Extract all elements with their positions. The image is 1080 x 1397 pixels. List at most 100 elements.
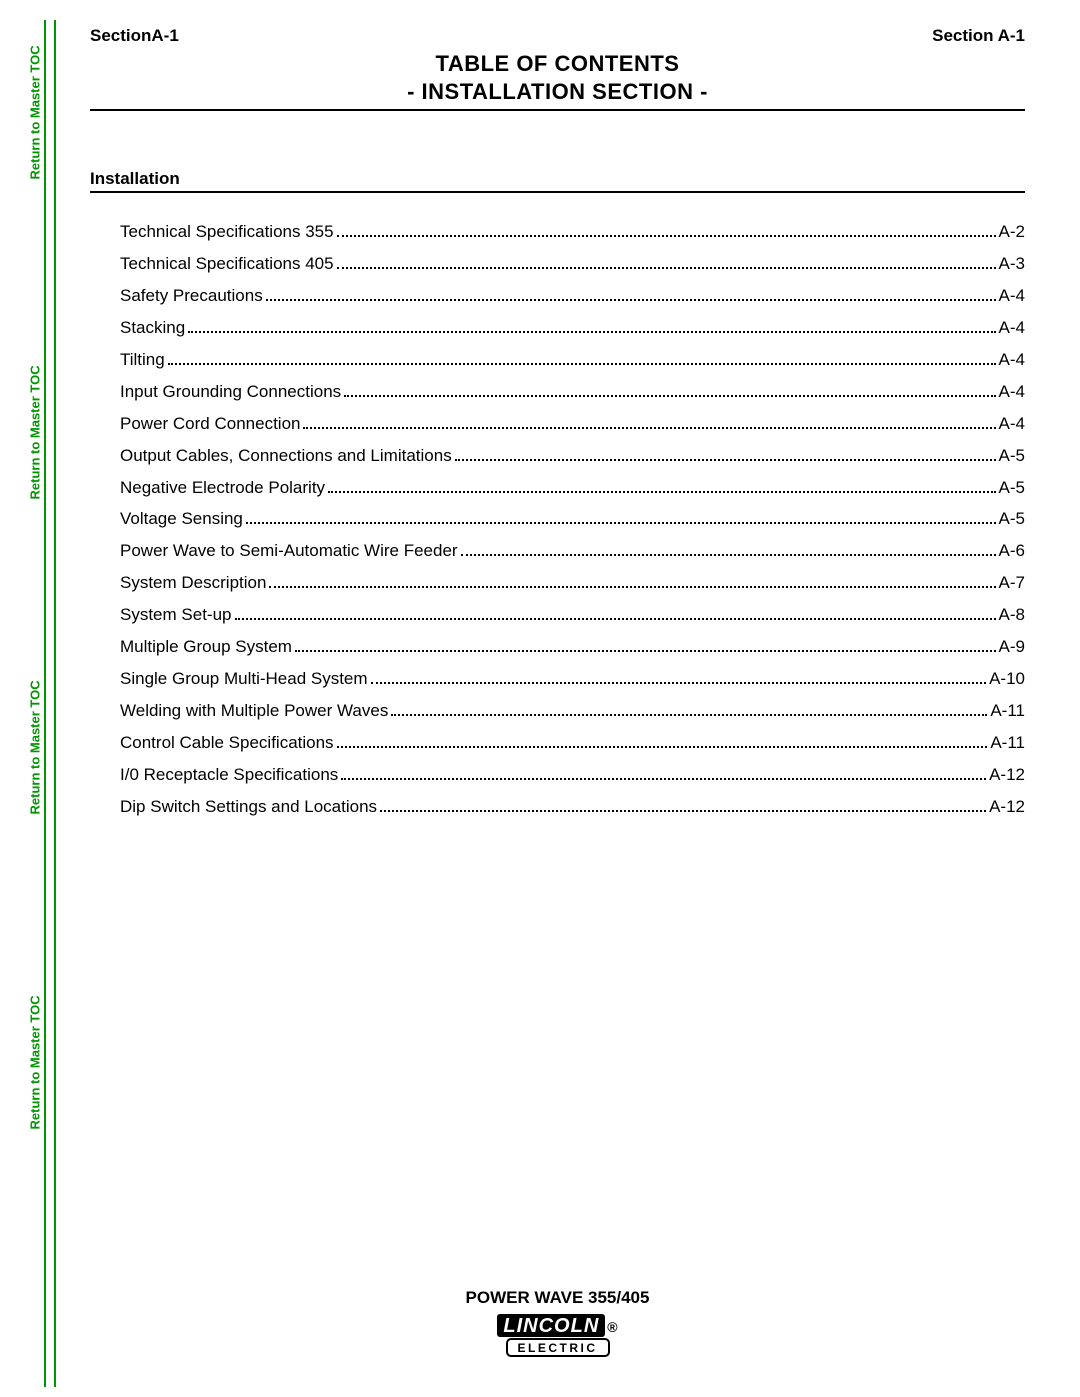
toc-row[interactable]: Dip Switch Settings and Locations A-12 (120, 796, 1025, 819)
toc-leader-dots (303, 427, 995, 429)
toc-leader-dots (337, 267, 996, 269)
toc-page: A-4 (999, 285, 1025, 308)
toc-row[interactable]: Safety Precautions A-4 (120, 285, 1025, 308)
toc-page: A-5 (999, 477, 1025, 500)
toc-row[interactable]: System Description A-7 (120, 572, 1025, 595)
toc-row[interactable]: Voltage Sensing A-5 (120, 508, 1025, 531)
toc-title: Technical Specifications 405 (120, 253, 334, 276)
toc-page: A-4 (999, 381, 1025, 404)
toc-row[interactable]: System Set-up A-8 (120, 604, 1025, 627)
toc-leader-dots (391, 714, 987, 716)
toc-title: Welding with Multiple Power Waves (120, 700, 388, 723)
toc-row[interactable]: Power Wave to Semi-Automatic Wire Feeder… (120, 540, 1025, 563)
toc-title: Voltage Sensing (120, 508, 243, 531)
toc-title: Control Cable Specifications (120, 732, 334, 755)
toc-row[interactable]: Multiple Group System A-9 (120, 636, 1025, 659)
title-line-1: TABLE OF CONTENTS (90, 50, 1025, 78)
toc-row[interactable]: Output Cables, Connections and Limitatio… (120, 445, 1025, 468)
toc-title: Tilting (120, 349, 165, 372)
brand-registered-icon: ® (607, 1319, 617, 1337)
toc-title: Safety Precautions (120, 285, 263, 308)
toc-leader-dots (371, 682, 987, 684)
toc-row[interactable]: Technical Specifications 405 A-3 (120, 253, 1025, 276)
toc-row[interactable]: Power Cord Connection A-4 (120, 413, 1025, 436)
toc-title: System Set-up (120, 604, 232, 627)
toc-page: A-5 (999, 445, 1025, 468)
toc-row[interactable]: Tilting A-4 (120, 349, 1025, 372)
toc-page: A-4 (999, 317, 1025, 340)
toc-title: Technical Specifications 355 (120, 221, 334, 244)
toc-leader-dots (235, 618, 996, 620)
toc-row[interactable]: Negative Electrode Polarity A-5 (120, 477, 1025, 500)
toc-row[interactable]: Single Group Multi-Head System A-10 (120, 668, 1025, 691)
toc-page: A-6 (999, 540, 1025, 563)
toc-leader-dots (266, 299, 996, 301)
toc-page: A-5 (999, 508, 1025, 531)
toc-title: Negative Electrode Polarity (120, 477, 325, 500)
side-link-master-toc-3[interactable]: Return to Master TOC (28, 805, 43, 821)
toc-title: Output Cables, Connections and Limitatio… (120, 445, 452, 468)
side-link-master-toc-4[interactable]: Return to Master TOC (28, 1120, 43, 1136)
toc-leader-dots (337, 746, 988, 748)
page-footer: POWER WAVE 355/405 LINCOLN ® ELECTRIC (90, 1288, 1025, 1357)
brand-logo-top: LINCOLN ® (497, 1314, 617, 1337)
toc-page: A-9 (999, 636, 1025, 659)
toc-leader-dots (295, 650, 996, 652)
toc-leader-dots (344, 395, 995, 397)
toc-leader-dots (380, 810, 986, 812)
toc-page: A-4 (999, 349, 1025, 372)
toc-leader-dots (246, 522, 996, 524)
toc-title: Input Grounding Connections (120, 381, 341, 404)
toc-page: A-2 (999, 221, 1025, 244)
footer-model: POWER WAVE 355/405 (90, 1288, 1025, 1308)
header-left: SectionA-1 (90, 26, 179, 46)
toc-page: A-10 (989, 668, 1025, 691)
toc-leader-dots (188, 331, 995, 333)
toc-row[interactable]: Control Cable Specifications A-11 (120, 732, 1025, 755)
toc-page: A-11 (990, 700, 1025, 723)
sidebar: Return to Master TOC Return to Master TO… (30, 0, 70, 1397)
toc-row[interactable]: Input Grounding Connections A-4 (120, 381, 1025, 404)
toc-leader-dots (168, 363, 996, 365)
page-content: SectionA-1 Section A-1 TABLE OF CONTENTS… (90, 26, 1025, 1357)
toc-leader-dots (337, 235, 996, 237)
page-title: TABLE OF CONTENTS - INSTALLATION SECTION… (90, 50, 1025, 105)
toc-leader-dots (455, 459, 996, 461)
toc-row[interactable]: I/0 Receptacle Specifications A-12 (120, 764, 1025, 787)
toc-page: A-12 (989, 796, 1025, 819)
toc-page: A-11 (990, 732, 1025, 755)
toc-title: Stacking (120, 317, 185, 340)
toc-leader-dots (461, 554, 996, 556)
side-link-master-toc-2[interactable]: Return to Master TOC (28, 490, 43, 506)
toc-leader-dots (341, 778, 986, 780)
side-link-master-toc-1[interactable]: Return to Master TOC (28, 170, 43, 186)
toc-page: A-8 (999, 604, 1025, 627)
toc-title: Power Cord Connection (120, 413, 300, 436)
toc-title: I/0 Receptacle Specifications (120, 764, 338, 787)
toc-page: A-4 (999, 413, 1025, 436)
toc-leader-dots (328, 491, 995, 493)
brand-subname: ELECTRIC (506, 1338, 610, 1357)
toc-leader-dots (269, 586, 995, 588)
brand-logo: LINCOLN ® ELECTRIC (497, 1314, 617, 1357)
brand-name: LINCOLN (497, 1314, 605, 1337)
sidebar-rule-left (44, 20, 46, 1387)
toc-page: A-7 (999, 572, 1025, 595)
toc-title: Multiple Group System (120, 636, 292, 659)
toc-title: Dip Switch Settings and Locations (120, 796, 377, 819)
header-right: Section A-1 (932, 26, 1025, 46)
toc-title: System Description (120, 572, 266, 595)
toc-page: A-12 (989, 764, 1025, 787)
toc-row[interactable]: Stacking A-4 (120, 317, 1025, 340)
header-row: SectionA-1 Section A-1 (90, 26, 1025, 46)
sidebar-rule-right (54, 20, 56, 1387)
toc-title: Power Wave to Semi-Automatic Wire Feeder (120, 540, 458, 563)
toc-row[interactable]: Welding with Multiple Power Waves A-11 (120, 700, 1025, 723)
section-heading-installation: Installation (90, 169, 1025, 193)
toc-title: Single Group Multi-Head System (120, 668, 368, 691)
toc-page: A-3 (999, 253, 1025, 276)
title-rule (90, 109, 1025, 111)
toc-list: Technical Specifications 355A-2Technical… (120, 221, 1025, 819)
toc-row[interactable]: Technical Specifications 355 A-2 (120, 221, 1025, 244)
title-line-2: - INSTALLATION SECTION - (90, 78, 1025, 106)
